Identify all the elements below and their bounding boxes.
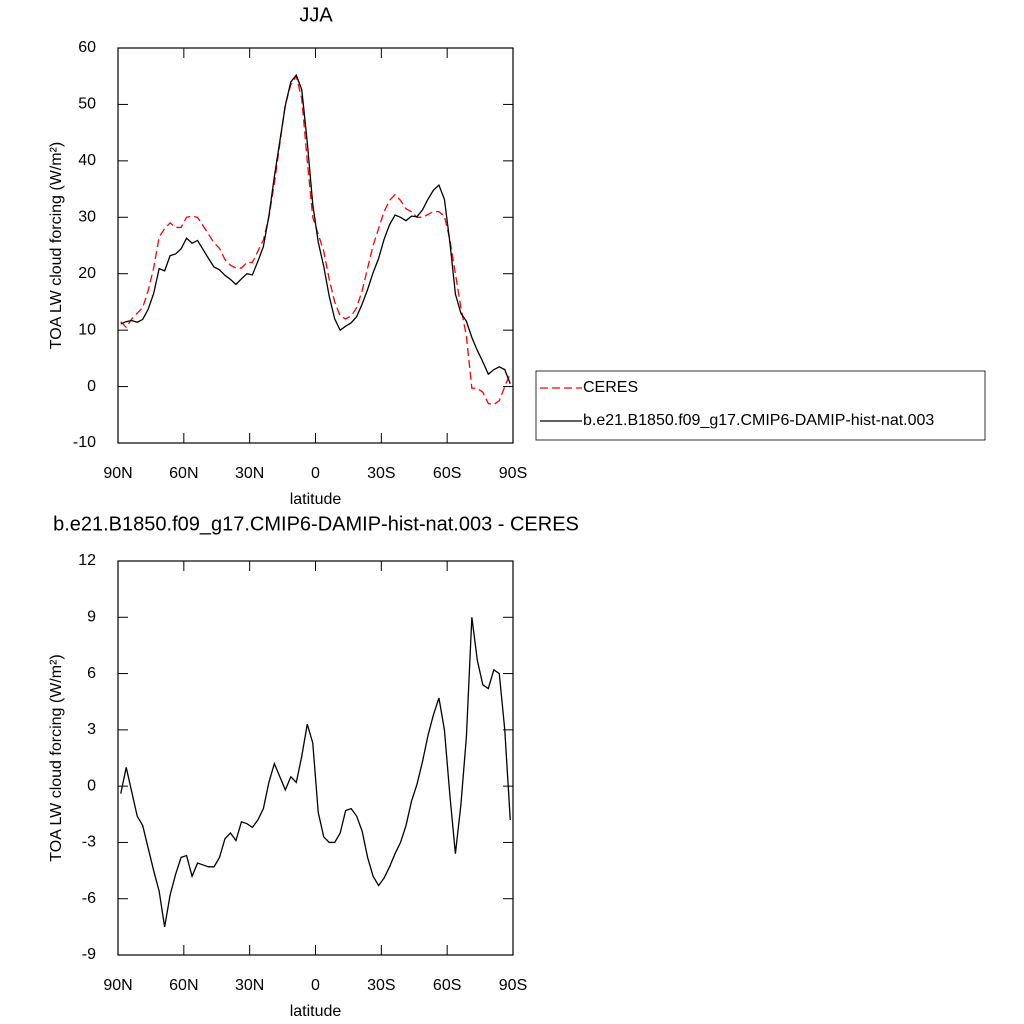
y-tick-label: 10: [78, 321, 96, 338]
x-tick-label: 90N: [103, 465, 132, 482]
data-line: [120, 74, 511, 406]
x-tick-label: 30S: [367, 977, 395, 994]
y-tick-label: -10: [73, 434, 96, 451]
y-tick-label: 50: [78, 96, 96, 113]
y-axis-label: TOA LW cloud forcing (W/m²): [48, 654, 65, 861]
x-tick-label: 0: [311, 465, 320, 482]
y-tick-label: -3: [82, 834, 96, 851]
y-tick-label: 0: [87, 378, 96, 395]
plot-frame: [117, 560, 514, 956]
x-tick-label: 60S: [433, 977, 461, 994]
legend-label: CERES: [583, 379, 638, 396]
y-tick-label: 9: [87, 609, 96, 626]
x-tick-label: 60S: [433, 465, 461, 482]
x-tick-label: 90N: [103, 977, 132, 994]
y-tick-label: 0: [87, 777, 96, 794]
x-tick-label: 30N: [235, 465, 264, 482]
y-tick-label: 40: [78, 152, 96, 169]
y-tick-label: 6: [87, 665, 96, 682]
y-tick-label: 60: [78, 39, 96, 56]
legend-label: b.e21.B1850.f09_g17.CMIP6-DAMIP-hist-nat…: [583, 412, 934, 429]
plot-frame: [117, 47, 514, 444]
x-tick-label: 60N: [169, 465, 198, 482]
x-axis-label: latitude: [290, 1003, 342, 1020]
y-tick-label: 12: [78, 552, 96, 569]
x-tick-label: 30S: [367, 465, 395, 482]
y-tick-label: 20: [78, 265, 96, 282]
y-axis-label: TOA LW cloud forcing (W/m²): [48, 142, 65, 349]
x-axis-label: latitude: [290, 491, 342, 508]
y-tick-label: -9: [82, 946, 96, 963]
x-tick-label: 90S: [499, 977, 527, 994]
data-line: [120, 73, 511, 384]
legend-box: [535, 370, 986, 441]
chart-title: b.e21.B1850.f09_g17.CMIP6-DAMIP-hist-nat…: [53, 513, 579, 535]
x-tick-label: 60N: [169, 977, 198, 994]
chart-title: JJA: [299, 4, 333, 26]
y-tick-label: 30: [78, 209, 96, 226]
y-tick-label: -6: [82, 890, 96, 907]
data-line: [120, 617, 511, 927]
x-tick-label: 90S: [499, 465, 527, 482]
x-tick-label: 0: [311, 977, 320, 994]
y-tick-label: 3: [87, 721, 96, 738]
x-tick-label: 30N: [235, 977, 264, 994]
